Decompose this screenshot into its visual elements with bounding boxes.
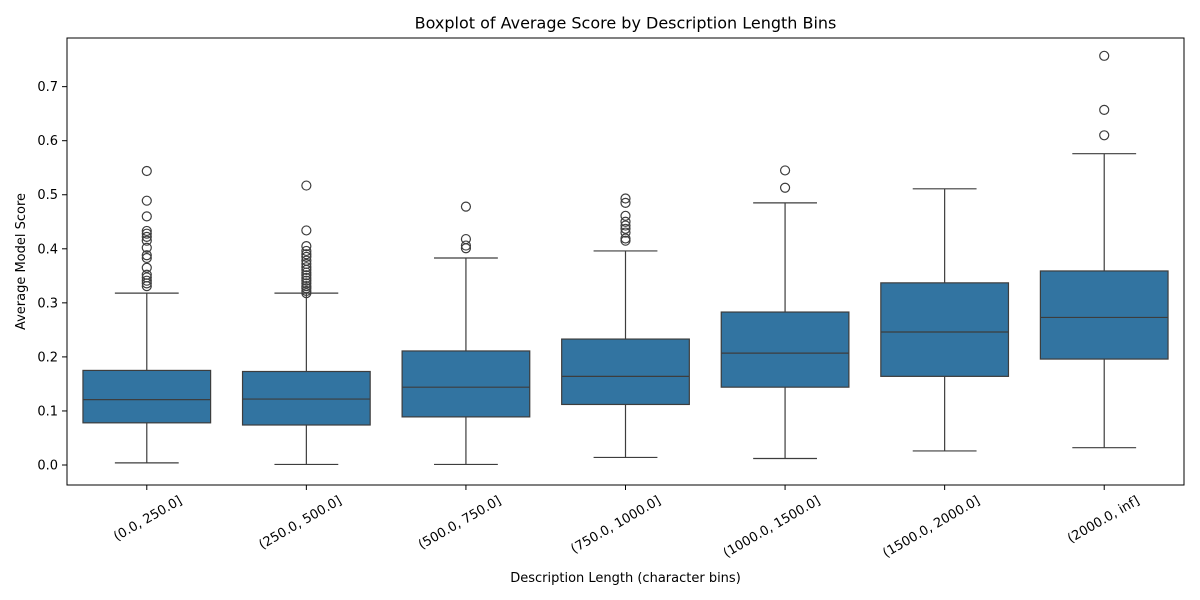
iqr-box — [720, 311, 850, 388]
outlier-point — [141, 262, 152, 273]
y-tick-label: 0.1 — [37, 404, 58, 419]
box-group — [241, 180, 371, 466]
outlier-point — [620, 227, 631, 238]
x-tick-label: (500.0, 750.0] — [416, 493, 504, 552]
outlier-point — [301, 280, 312, 292]
outlier-point — [301, 258, 312, 270]
outlier-point — [620, 220, 631, 231]
outlier-point — [301, 262, 312, 273]
y-axis-label: Average Model Score — [14, 193, 29, 330]
y-tick-label: 0.0 — [37, 459, 58, 474]
outlier-point — [460, 240, 472, 251]
iqr-box — [241, 370, 371, 426]
outlier-point — [301, 245, 312, 257]
outlier-point — [620, 193, 631, 204]
outlier-point — [141, 275, 152, 286]
outlier-point — [141, 195, 152, 206]
outlier-point — [460, 201, 472, 212]
outlier-point — [1099, 104, 1110, 115]
outlier-point — [1099, 50, 1110, 61]
outlier-point — [141, 269, 152, 280]
outlier-point — [301, 278, 312, 289]
outlier-point — [620, 197, 631, 208]
outlier-point — [620, 233, 631, 244]
outlier-point — [301, 225, 312, 236]
x-axis: (0.0, 250.0] (250.0, 500.0] (500.0, 750.0]… — [111, 485, 1142, 561]
outlier-point — [1099, 130, 1110, 141]
iqr-box — [880, 282, 1010, 377]
y-tick-label: 0.6 — [37, 134, 58, 149]
outlier-point — [141, 231, 152, 243]
x-tick-label: (750.0, 1000.0] — [568, 493, 663, 557]
outlier-point — [779, 165, 791, 176]
outlier-point — [779, 182, 791, 193]
iqr-box — [401, 350, 531, 418]
x-axis-label: Description Length (character bins) — [510, 571, 741, 586]
y-tick-label: 0.2 — [37, 350, 58, 365]
outlier-point — [620, 216, 631, 227]
y-axis: 0.0 0.1 0.2 0.3 0.4 0.5 0.6 0.7 — [37, 80, 67, 474]
outlier-point — [301, 240, 312, 252]
outlier-point — [141, 272, 152, 283]
box-group — [720, 165, 850, 460]
iqr-box — [1039, 270, 1169, 360]
y-tick-label: 0.7 — [37, 80, 58, 95]
outlier-point — [141, 225, 152, 237]
y-tick-label: 0.5 — [37, 188, 58, 203]
outlier-point — [141, 165, 152, 177]
x-tick-label: (1000.0, 1500.0] — [721, 493, 823, 561]
outlier-point — [301, 180, 312, 191]
outlier-point — [301, 270, 312, 281]
outlier-point — [620, 223, 631, 234]
outlier-point — [301, 275, 312, 286]
outlier-point — [141, 242, 152, 253]
outlier-point — [141, 250, 152, 261]
box-group — [82, 165, 212, 464]
outlier-point — [141, 235, 152, 246]
y-tick-label: 0.3 — [37, 296, 58, 311]
box-group — [401, 201, 531, 466]
outlier-point — [301, 249, 312, 260]
outlier-point — [141, 211, 152, 222]
outlier-point — [301, 285, 312, 297]
outlier-point — [301, 272, 312, 284]
iqr-box — [561, 338, 690, 406]
chart-title: Boxplot of Average Score by Description … — [415, 14, 837, 33]
x-tick-label: (2000.0, inf] — [1065, 493, 1142, 546]
y-tick-label: 0.4 — [37, 242, 58, 257]
outlier-point — [301, 255, 312, 266]
box-group — [880, 188, 1010, 452]
plot-area — [82, 50, 1169, 466]
x-tick-label: (250.0, 500.0] — [256, 493, 344, 552]
x-tick-label: (0.0, 250.0] — [111, 493, 185, 544]
box-group — [561, 193, 690, 459]
outlier-point — [301, 251, 312, 263]
outlier-point — [141, 252, 152, 264]
outlier-point — [141, 228, 152, 239]
box-group — [1039, 50, 1169, 449]
outlier-point — [460, 233, 472, 245]
x-tick-label: (1500.0, 2000.0] — [880, 493, 982, 561]
outlier-point — [620, 210, 631, 221]
iqr-box — [82, 369, 212, 424]
